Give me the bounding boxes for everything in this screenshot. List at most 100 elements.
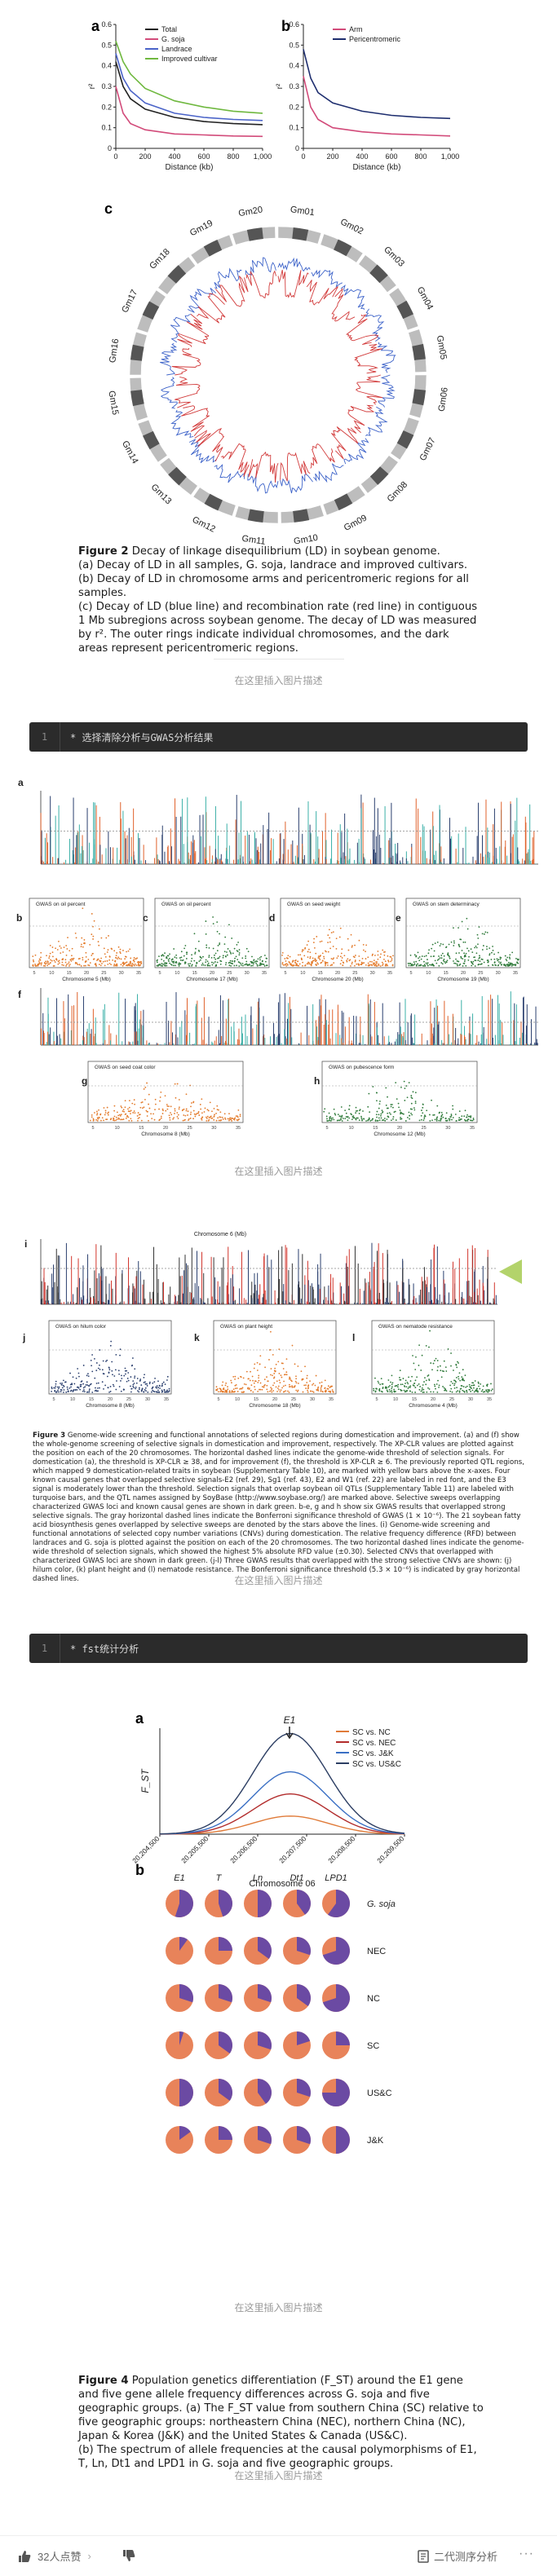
gwas-point: [156, 1387, 157, 1389]
gwas-point: [295, 1389, 298, 1392]
gwas-point: [391, 1383, 393, 1386]
gwas-point: [320, 940, 323, 942]
gwas-axis-label: Chromosome 5 (Mb): [62, 977, 111, 982]
gwas-point: [249, 1387, 250, 1389]
gwas-point: [169, 962, 170, 964]
gwas-point: [180, 951, 183, 953]
gwas-point: [422, 1392, 424, 1393]
gwas-point: [490, 959, 493, 960]
gwas-point: [479, 955, 480, 957]
gwas-point: [504, 955, 506, 957]
gwas-point: [76, 1389, 78, 1391]
gwas-point: [381, 1109, 383, 1112]
gwas-point: [362, 1110, 364, 1112]
gwas-point: [439, 957, 441, 959]
allele-pie-slice: [219, 1937, 232, 1951]
gwas-point: [240, 962, 242, 964]
gwas-point: [338, 1119, 340, 1122]
gwas-point: [386, 1389, 388, 1392]
gwas-point: [128, 1119, 130, 1122]
gwas-point: [323, 1110, 325, 1113]
gwas-point: [438, 955, 440, 957]
gwas-point: [193, 1113, 196, 1115]
gwas-point: [167, 1391, 170, 1393]
gwas-point: [360, 961, 363, 964]
gwas-point: [55, 1383, 57, 1385]
gwas-point: [460, 1118, 462, 1120]
gwas-point: [451, 1391, 453, 1393]
gwas-point: [56, 949, 59, 951]
gwas-point: [237, 1391, 239, 1392]
gwas-point: [505, 959, 507, 960]
gwas-tick-label: 25: [352, 971, 357, 976]
gwas-point: [460, 938, 462, 941]
gwas-point: [316, 962, 319, 964]
panel-c-label: c: [104, 201, 113, 217]
x-tick-label: 20,206,500: [228, 1834, 259, 1864]
gwas-point: [60, 1389, 63, 1392]
gwas-point: [154, 1103, 157, 1105]
gwas-point: [224, 1118, 227, 1120]
figure-2-image: a b c 00.10.20.30.40.50.60 200 400 600 800 1,…: [88, 18, 459, 547]
gwas-point: [327, 1385, 329, 1387]
gwas-point: [189, 963, 192, 965]
gwas-point: [208, 1117, 210, 1119]
recombination-trace: [331, 288, 356, 322]
gwas-point: [400, 1086, 402, 1088]
collection-button[interactable]: 二代测序分析: [418, 2548, 497, 2564]
gwas-point: [269, 1374, 272, 1376]
pericentromeric-region: [412, 343, 426, 360]
gwas-point: [440, 1118, 443, 1120]
gwas-point: [120, 1390, 122, 1392]
gwas-point: [206, 1119, 208, 1122]
gwas-point: [360, 1115, 362, 1118]
gwas-point: [360, 1117, 363, 1119]
dislike-button[interactable]: [122, 2549, 135, 2565]
gwas-point: [139, 961, 141, 964]
gwas-point: [459, 1387, 462, 1390]
gwas-point: [143, 1391, 145, 1393]
gwas-point: [270, 1389, 272, 1392]
gwas-point: [444, 1366, 447, 1369]
gwas-point: [54, 961, 56, 964]
gwas-point: [101, 963, 103, 964]
gwas-point: [82, 959, 84, 961]
gwas-point: [411, 1391, 413, 1393]
gwas-point: [54, 1390, 56, 1392]
gwas-point: [150, 1391, 153, 1393]
gwas-point: [316, 1389, 318, 1391]
gwas-point: [456, 1366, 458, 1369]
gwas-point: [222, 1388, 224, 1391]
gwas-point: [382, 1387, 384, 1390]
pericentromeric-region: [292, 227, 309, 241]
gwas-point: [277, 1361, 280, 1363]
gwas-point: [106, 1118, 108, 1121]
gwas-point: [329, 1120, 332, 1122]
gwas-point: [475, 946, 478, 949]
gwas-point: [307, 1389, 309, 1392]
gwas-point: [100, 1119, 102, 1122]
gwas-point: [232, 1388, 235, 1391]
gwas-point: [155, 1391, 157, 1393]
gwas-point: [108, 959, 111, 961]
gwas-point: [122, 1118, 124, 1121]
gwas-point: [414, 1379, 417, 1382]
gwas-point: [516, 961, 518, 964]
gwas-point: [175, 962, 178, 964]
gwas-point: [320, 961, 323, 964]
gwas-point: [378, 1114, 380, 1116]
gwas-tick-label: 30: [468, 1397, 473, 1402]
gwas-point: [440, 962, 443, 964]
gwas-tick-label: 5: [375, 1397, 378, 1402]
more-options-button[interactable]: ···: [519, 2547, 534, 2561]
gwas-point: [305, 1384, 307, 1387]
gwas-point: [471, 1387, 472, 1389]
gwas-point: [206, 960, 209, 963]
gwas-point: [267, 1391, 269, 1393]
gwas-point: [243, 1383, 245, 1385]
gwas-point: [83, 964, 85, 967]
y-tick-label: 0.4: [289, 62, 299, 70]
like-button[interactable]: 32人点赞 ›: [18, 2548, 91, 2564]
gwas-point: [130, 1109, 132, 1112]
gwas-point: [108, 955, 111, 958]
